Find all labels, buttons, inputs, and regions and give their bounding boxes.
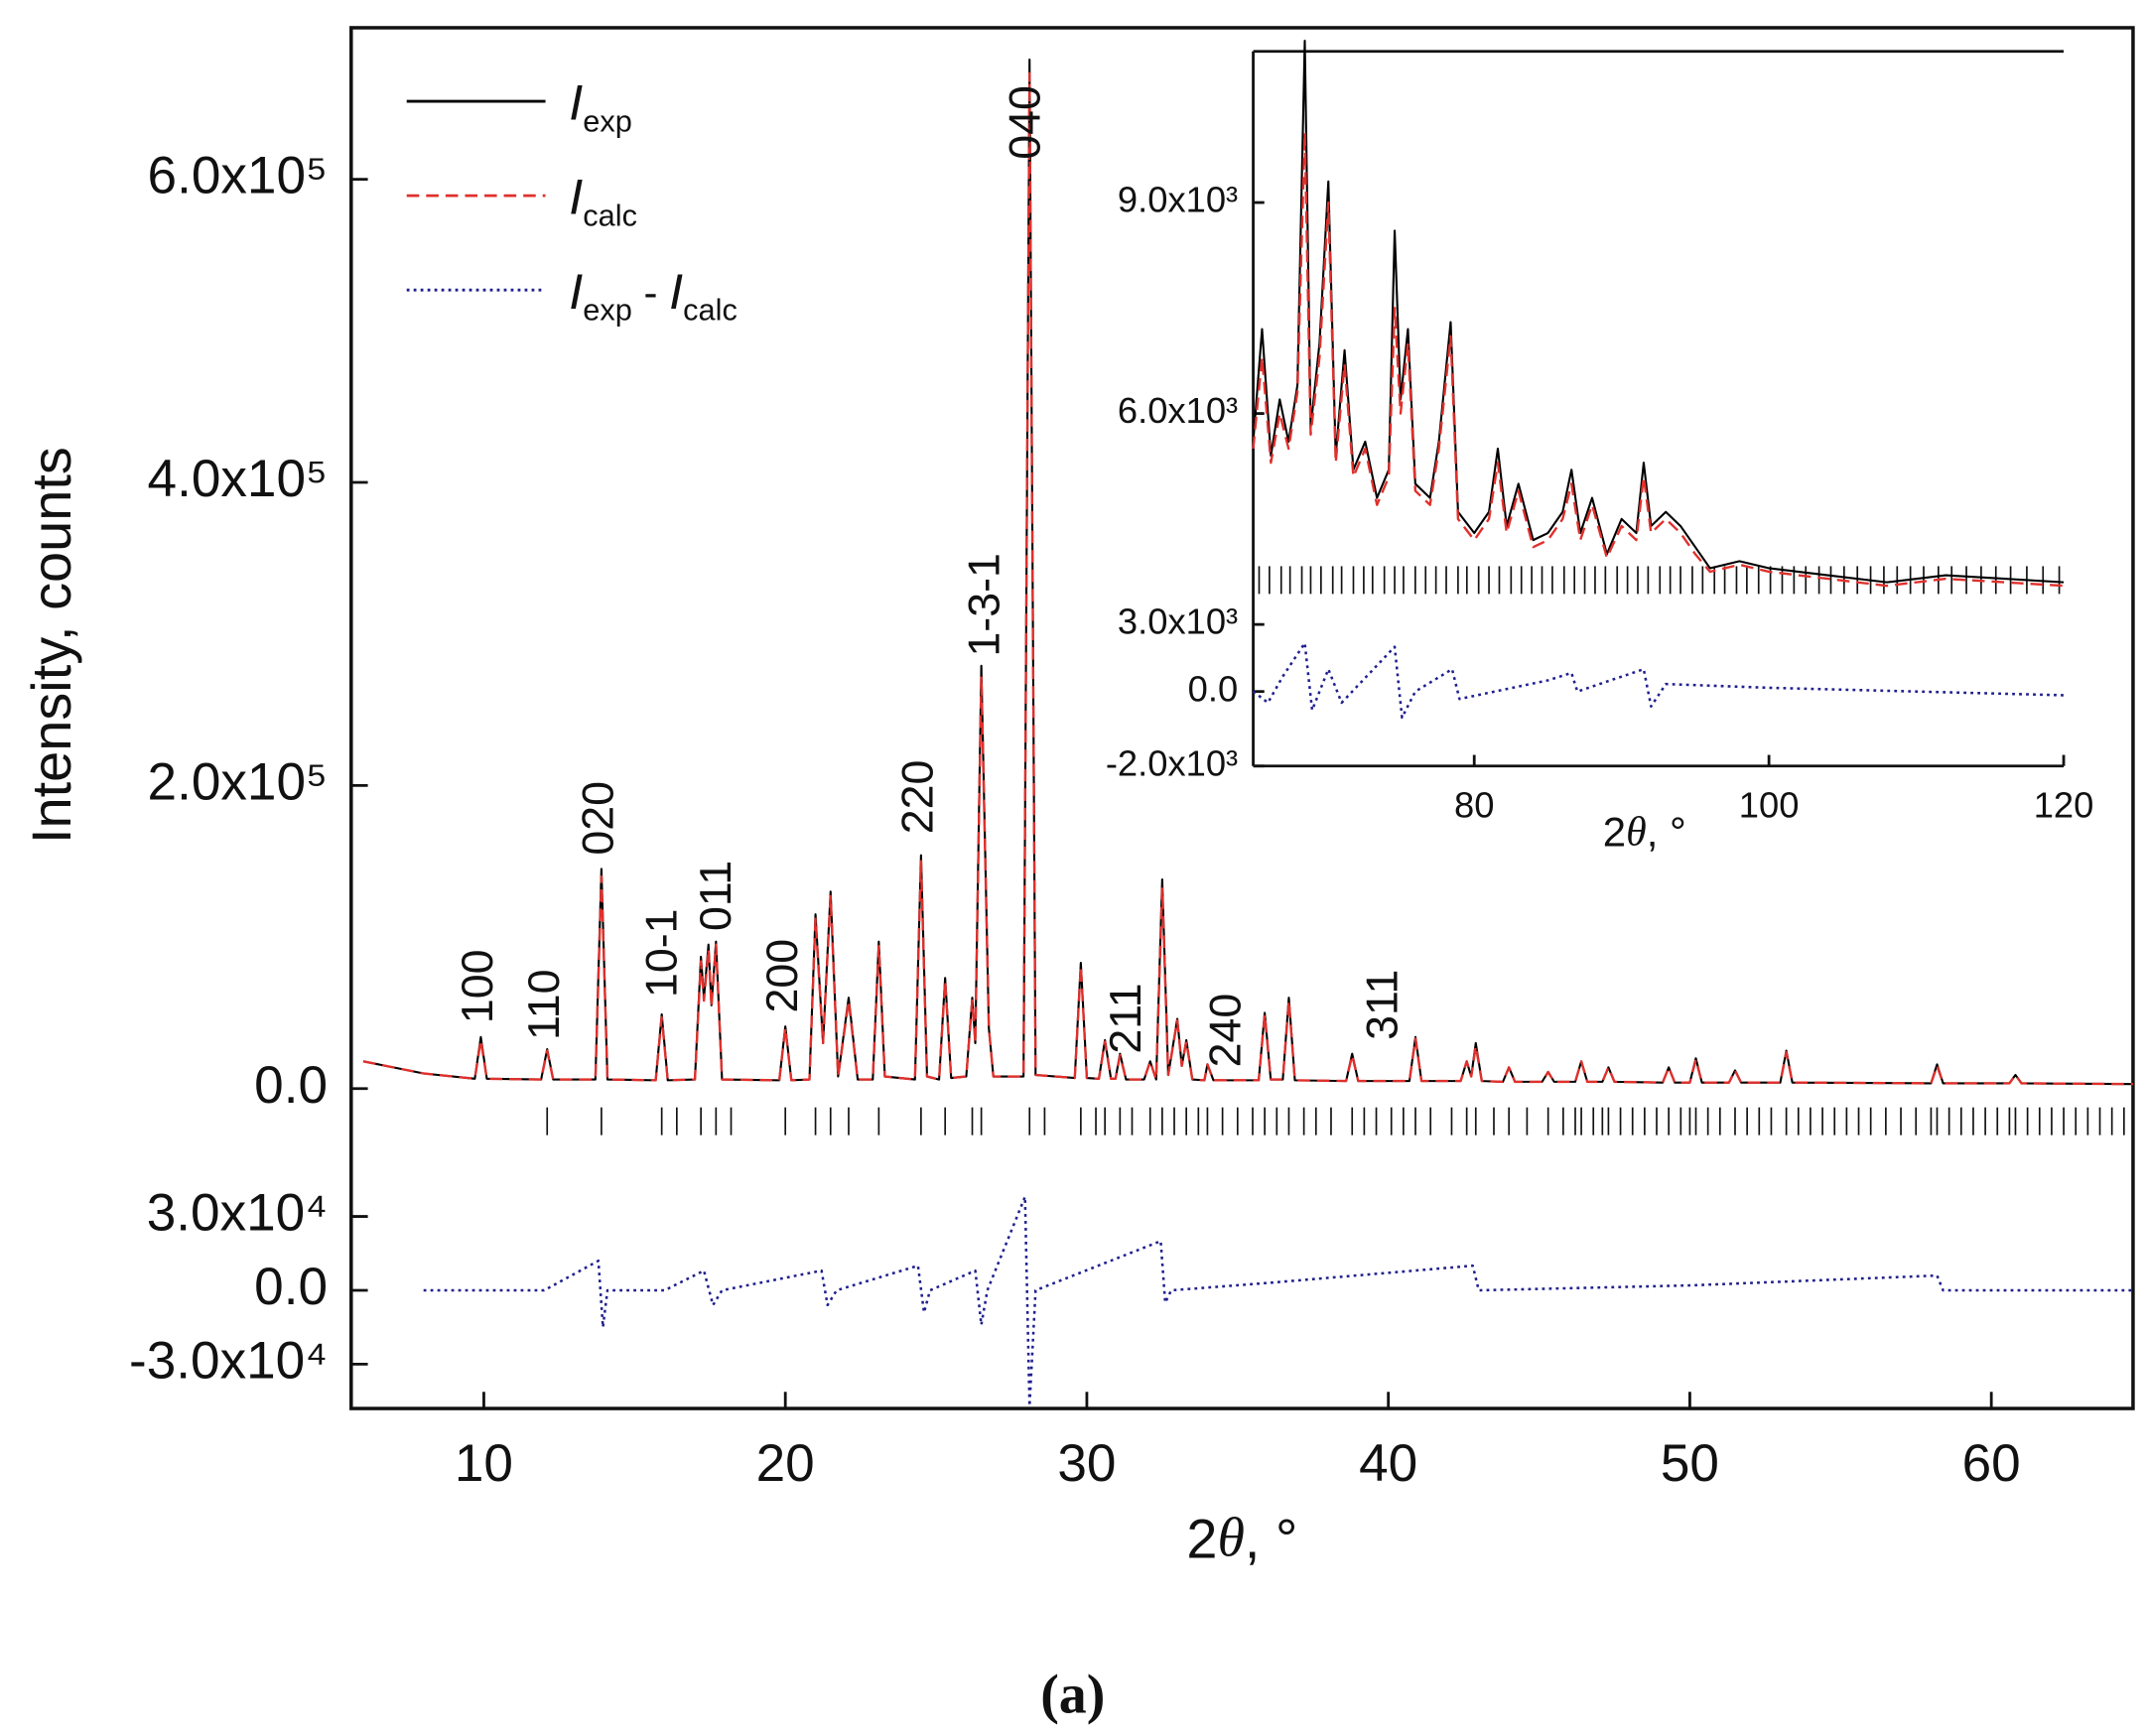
y-tick-label: 3.0x10⁴ xyxy=(147,1184,328,1243)
peak-label: 1-3-1 xyxy=(961,553,1009,656)
x-tick-label: 40 xyxy=(1359,1434,1417,1493)
peak-label: 020 xyxy=(575,781,623,856)
peak-label: 200 xyxy=(758,939,807,1013)
peak-label: 10-1 xyxy=(638,908,687,998)
text-run: , ° xyxy=(1245,1507,1297,1569)
text-run: θ xyxy=(1626,809,1647,855)
x-tick-label: 60 xyxy=(1962,1434,2021,1493)
text-run: , ° xyxy=(1647,809,1686,856)
text-run: I xyxy=(569,263,583,320)
x-axis-label: 2θ, ° xyxy=(1603,809,1686,856)
series-line xyxy=(1252,641,2065,720)
text-run: calc xyxy=(583,199,637,233)
y-tick-label: 2.0x10⁵ xyxy=(148,752,328,811)
y-tick-label: 6.0x10³ xyxy=(1118,390,1238,431)
legend-label: Iexp xyxy=(569,74,632,139)
peak-label: 100 xyxy=(454,949,502,1023)
text-run: 2 xyxy=(1603,809,1626,856)
y-tick-label: 0.0 xyxy=(254,1056,328,1115)
y-tick-label: 6.0x10⁵ xyxy=(148,147,328,205)
peak-label: 311 xyxy=(1358,970,1407,1040)
y-tick-label: 3.0x10³ xyxy=(1118,601,1238,642)
text-run: calc xyxy=(683,293,738,328)
x-tick-label: 120 xyxy=(2034,784,2094,825)
peak-label: 040 xyxy=(1001,85,1049,160)
peak-label: 011 xyxy=(692,861,740,931)
y-axis-label: Intensity, counts xyxy=(20,447,82,844)
series-line xyxy=(1252,131,2065,588)
x-tick-label: 30 xyxy=(1057,1434,1116,1493)
x-tick-label: 100 xyxy=(1739,784,1800,825)
text-run: exp xyxy=(583,104,632,139)
peak-label: 211 xyxy=(1102,983,1150,1053)
series-line xyxy=(362,71,2133,1086)
x-tick-label: 50 xyxy=(1661,1434,1719,1493)
text-run: I xyxy=(669,263,683,320)
main-frame xyxy=(349,26,2135,1410)
x-tick-label: 10 xyxy=(455,1434,513,1493)
y-tick-label: 9.0x10³ xyxy=(1118,180,1238,220)
x-tick-label: 80 xyxy=(1454,784,1494,825)
peak-label: 110 xyxy=(520,970,569,1040)
y-tick-label: 0.0 xyxy=(254,1258,328,1316)
series-line xyxy=(1252,40,2065,584)
series-line xyxy=(423,1195,2133,1407)
text-run: θ xyxy=(1217,1507,1244,1568)
y-tick-label: 4.0x10⁵ xyxy=(148,450,328,508)
peak-label: 240 xyxy=(1201,994,1250,1068)
text-run: - xyxy=(632,269,669,316)
peak-label: 220 xyxy=(894,760,943,835)
x-axis-label: 2θ, ° xyxy=(1186,1507,1297,1569)
caption: (a) xyxy=(1040,1664,1105,1725)
legend-label: Iexp - Icalc xyxy=(569,263,738,328)
text-run: 2 xyxy=(1186,1507,1217,1569)
text-run: I xyxy=(569,169,583,225)
y-tick-label: -2.0x10³ xyxy=(1106,742,1238,783)
text-run: I xyxy=(569,74,583,131)
y-tick-label: -3.0x10⁴ xyxy=(129,1331,328,1390)
legend-label: Icalc xyxy=(569,169,637,233)
text-run: exp xyxy=(583,293,632,328)
x-tick-label: 20 xyxy=(756,1434,815,1493)
y-tick-label: 0.0 xyxy=(1188,668,1239,709)
